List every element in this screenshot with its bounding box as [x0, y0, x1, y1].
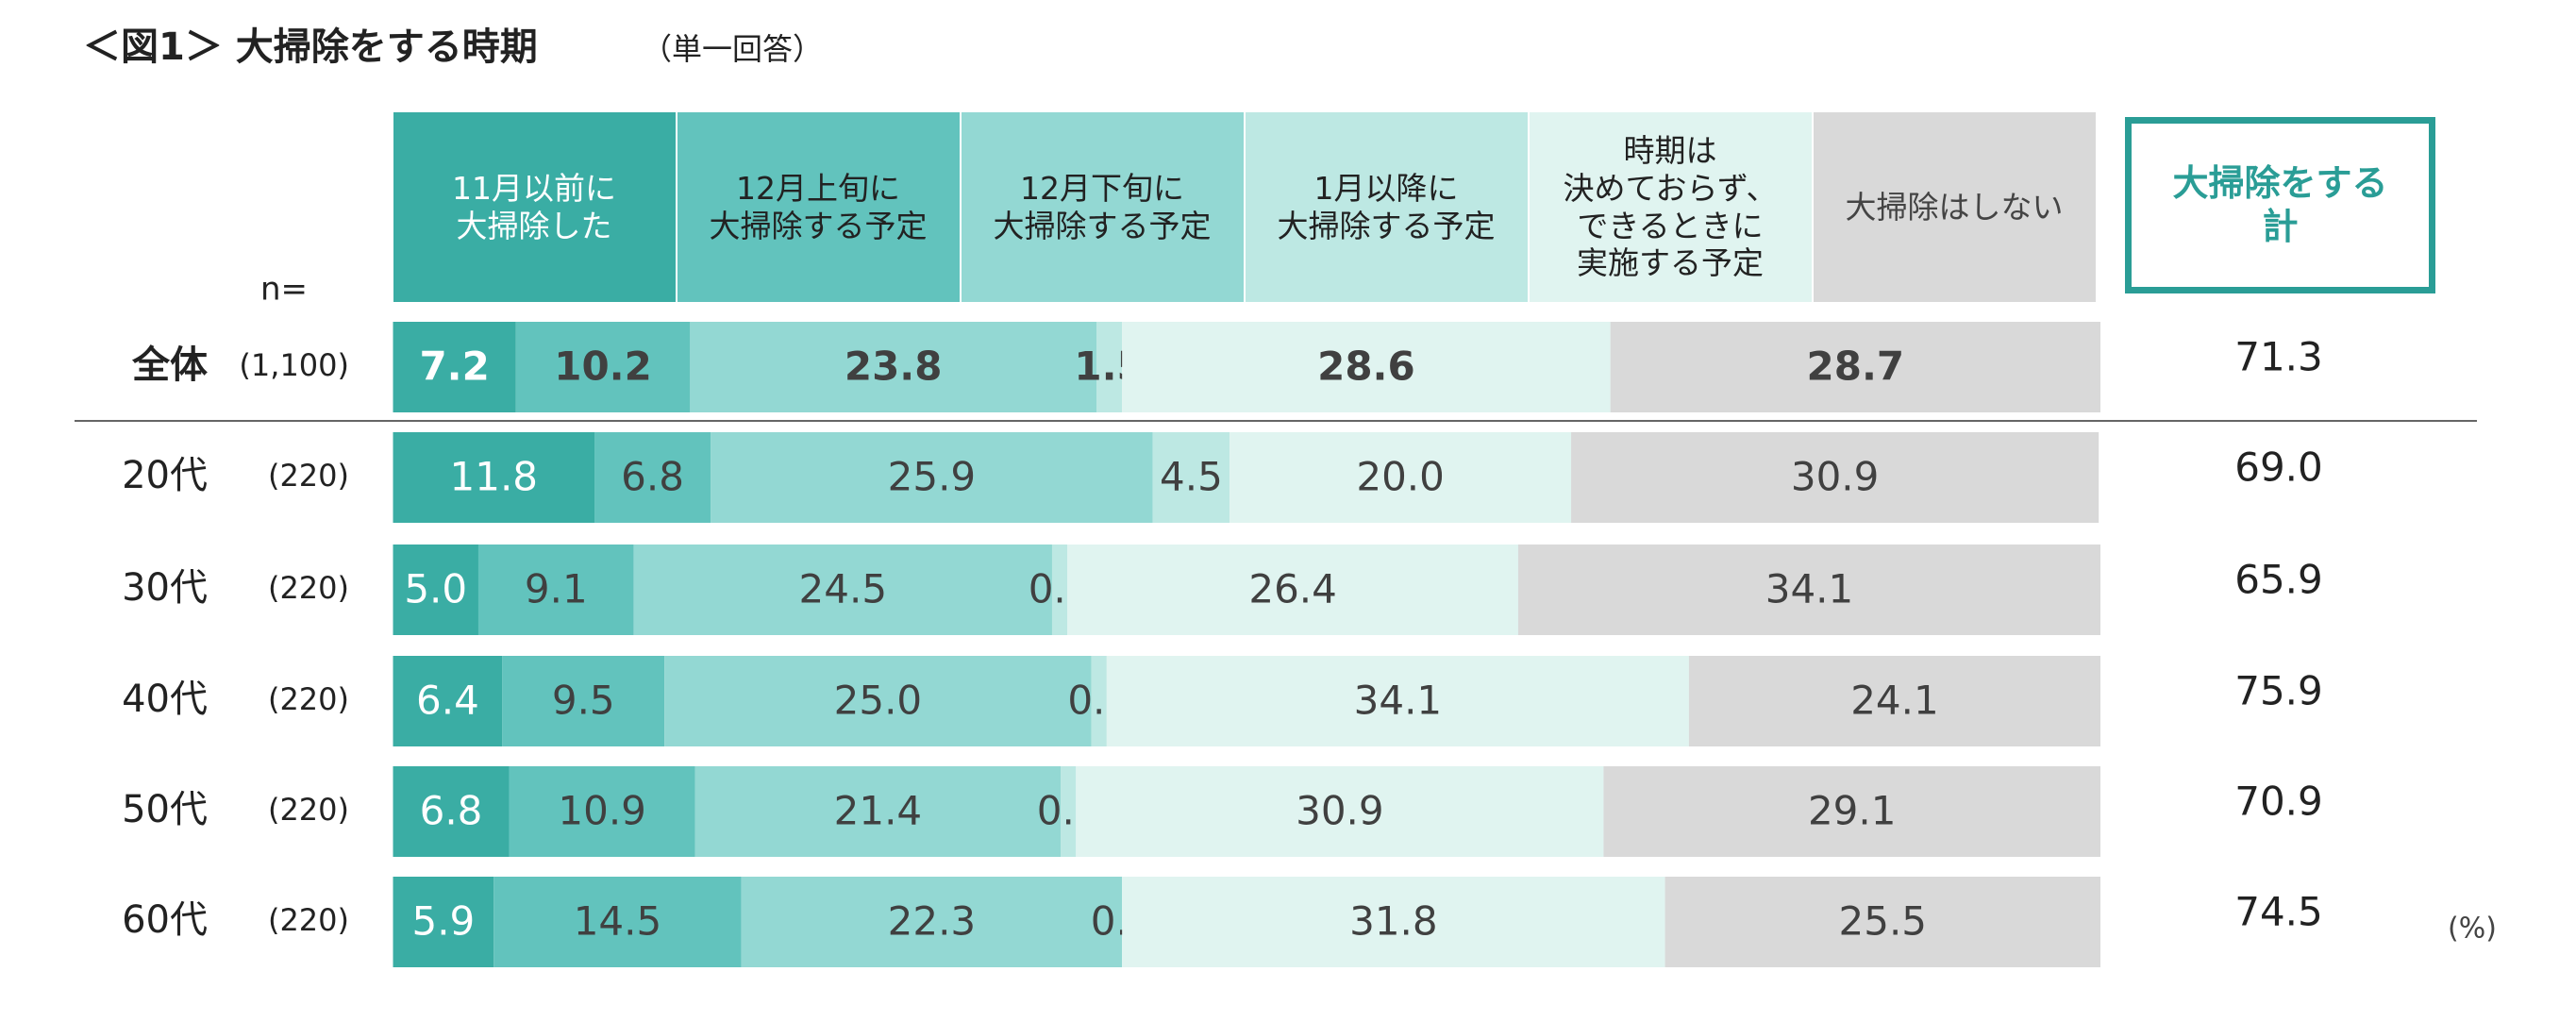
chart-title: ＜図1＞ 大掃除をする時期: [83, 25, 538, 69]
legend-header: 12月下旬に 大掃除する予定: [961, 112, 1244, 302]
legend-header: 1月以降に 大掃除する予定: [1245, 112, 1528, 302]
bar-segment: [393, 656, 503, 746]
value-label: 31.8: [1349, 898, 1438, 945]
category-label: 60代: [122, 898, 208, 942]
value-label: 25.5: [1839, 898, 1928, 945]
value-label: 23.8: [845, 343, 943, 390]
total-value: 70.9: [2234, 779, 2323, 825]
total-value: 71.3: [2234, 334, 2323, 380]
bar-segment: [393, 545, 478, 635]
bar-segment: [594, 432, 711, 523]
bar-segment: [1061, 766, 1077, 857]
value-label: 22.3: [888, 898, 977, 945]
bar-segment: [1076, 766, 1604, 857]
value-label: 26.4: [1248, 566, 1337, 612]
total-value: 65.9: [2234, 557, 2323, 603]
bar-segment: [741, 877, 1123, 967]
value-label: 30.9: [1791, 454, 1880, 500]
bar-segment: [1051, 545, 1068, 635]
legend-header: 大掃除をする 計: [2125, 117, 2435, 293]
bar-segment: [711, 432, 1153, 523]
value-label: 9.5: [552, 678, 615, 724]
bar-segment: [393, 766, 510, 857]
bar-segment: [1106, 656, 1689, 746]
total-value: 75.9: [2234, 668, 2323, 714]
bar-segment: [1229, 432, 1572, 523]
bar-segment: [1610, 322, 2100, 412]
bar-segment: [1603, 766, 2100, 857]
bar-segment: [1664, 877, 2100, 967]
category-n: (220): [268, 792, 349, 828]
total-value: 74.5: [2234, 889, 2323, 935]
value-label: 6.4: [416, 678, 479, 724]
bar-segment: [1122, 877, 1665, 967]
value-label: 25.0: [834, 678, 923, 724]
value-label: 28.6: [1317, 343, 1415, 390]
value-label: 14.5: [574, 898, 662, 945]
category-label: 30代: [122, 566, 208, 610]
category-n: (220): [268, 681, 349, 717]
value-label: 4.5: [1160, 454, 1223, 500]
bar-segment: [1152, 432, 1230, 523]
value-label: 24.5: [799, 566, 888, 612]
category-n: (220): [268, 570, 349, 606]
bar-segment: [393, 432, 595, 523]
bar-segment: [1091, 656, 1107, 746]
category-n: (220): [268, 902, 349, 938]
legend-header: 11月以前に 大掃除した: [393, 112, 676, 302]
value-label: 30.9: [1296, 788, 1384, 834]
category-n: (220): [268, 458, 349, 494]
value-label: 10.2: [554, 343, 652, 390]
n-label: n=: [260, 271, 308, 309]
bar-segment: [694, 766, 1062, 857]
bar-segment: [1067, 545, 1518, 635]
value-label: 7.2: [419, 343, 489, 390]
value-label: 6.8: [621, 454, 684, 500]
value-label: 29.1: [1808, 788, 1897, 834]
bar-segment: [393, 877, 494, 967]
legend-header: 時期は 決めておらず、 できるときに 実施する予定: [1529, 112, 1812, 302]
category-label: 40代: [122, 678, 208, 721]
bar-segment: [509, 766, 695, 857]
value-label: 10.9: [558, 788, 646, 834]
bar-segment: [1517, 545, 2100, 635]
bar-segment: [477, 545, 634, 635]
bar-segment: [515, 322, 691, 412]
value-label: 11.8: [450, 454, 539, 500]
bar-segment: [1688, 656, 2100, 746]
category-n: (1,100): [239, 347, 349, 383]
value-label: 5.9: [411, 898, 475, 945]
bar-segment: [1122, 322, 1611, 412]
value-label: 24.1: [1850, 678, 1939, 724]
value-label: 25.9: [888, 454, 977, 500]
bar-segment: [393, 322, 516, 412]
bar-segment: [664, 656, 1092, 746]
bar-segment: [690, 322, 1097, 412]
value-label: 20.0: [1356, 454, 1445, 500]
value-label: 21.4: [834, 788, 923, 834]
bar-segment: [1096, 322, 1123, 412]
legend-header: 大掃除はしない: [1813, 112, 2096, 302]
bar-segment: [633, 545, 1052, 635]
category-label: 20代: [122, 454, 208, 497]
legend-header: 12月上旬に 大掃除する予定: [677, 112, 960, 302]
chart-subtitle: （単一回答）: [642, 31, 823, 67]
value-label: 5.0: [404, 566, 467, 612]
category-label: 50代: [122, 788, 208, 831]
value-label: 6.8: [420, 788, 483, 834]
total-value: 69.0: [2234, 444, 2323, 491]
value-label: 28.7: [1807, 343, 1905, 390]
value-label: 34.1: [1765, 566, 1854, 612]
bar-segment: [493, 877, 742, 967]
bar-segment: [1571, 432, 2099, 523]
category-label: 全体: [131, 343, 208, 387]
value-label: 9.1: [525, 566, 588, 612]
bar-segment: [502, 656, 665, 746]
unit-label: (%): [2448, 913, 2497, 946]
value-label: 34.1: [1354, 678, 1443, 724]
